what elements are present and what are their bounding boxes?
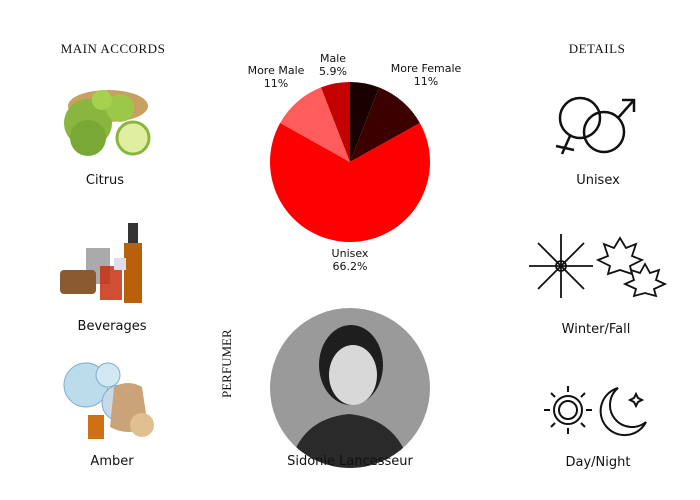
pie-label-more-female-name: More Female <box>390 62 462 75</box>
accord-label-citrus: Citrus <box>85 173 125 188</box>
detail-label-day-night: Day/Night <box>565 455 631 470</box>
pie-slice-male <box>321 82 350 162</box>
pie-label-unisex: Unisex 66.2% <box>332 247 369 273</box>
detail-label-unisex: Unisex <box>576 173 620 188</box>
pie-label-more-male: More Male 11% <box>248 64 305 90</box>
snowflake-leaf-icon <box>529 234 668 298</box>
pie-slice-unisex <box>270 123 430 242</box>
detail-label-winter-fall: Winter/Fall <box>561 322 631 337</box>
pie-label-male-value: 5.9% <box>319 65 347 78</box>
perfumer-portrait-photo <box>270 308 430 468</box>
accord-label-amber: Amber <box>90 454 134 469</box>
perfumer-name: Sidonie Lancesseur <box>287 454 413 469</box>
pie-label-male-name: Male <box>319 52 347 65</box>
pie-slice-more-male <box>280 87 350 162</box>
pie-label-unisex-name: Unisex <box>331 247 369 260</box>
bergamot-fruit-image <box>64 90 151 156</box>
pie-label-more-female: More Female 11% <box>391 62 462 88</box>
liquor-bottles-image <box>60 223 142 303</box>
pie-slice-more-female <box>350 87 420 162</box>
pie-label-more-female-value: 11% <box>413 75 439 88</box>
pie-label-more-male-name: More Male <box>247 64 305 77</box>
pie-label-unisex-value: 66.2% <box>332 260 368 273</box>
perfumer-heading: PERFUMER <box>219 329 234 398</box>
pie-label-male: Male 5.9% <box>319 52 347 78</box>
pie-label-more-male-value: 11% <box>263 77 289 90</box>
main-accords-heading: MAIN ACCORDS <box>60 41 166 56</box>
sun-moon-icon <box>544 386 647 437</box>
details-heading: DETAILS <box>568 41 626 56</box>
amber-resin-image <box>63 362 154 439</box>
gender-symbols-icon <box>555 96 636 155</box>
pie-slice-unlabeled-0 <box>350 82 379 162</box>
accord-label-beverages: Beverages <box>77 319 147 334</box>
